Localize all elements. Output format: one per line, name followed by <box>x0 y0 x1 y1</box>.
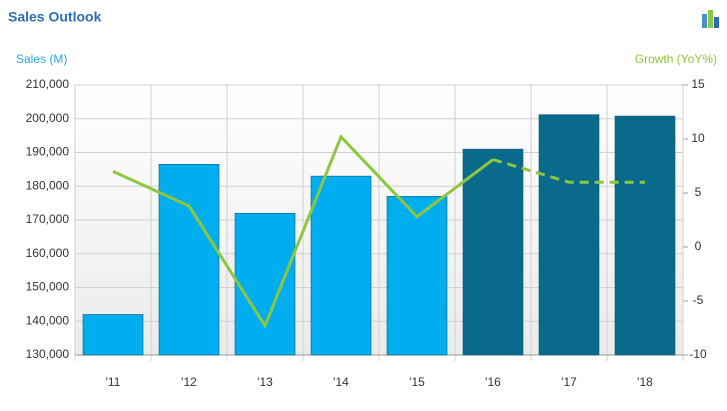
x-tick-label: '17 <box>561 375 577 389</box>
bar <box>310 175 372 356</box>
bar <box>538 114 600 356</box>
y-tick-label: 210,000 <box>26 77 70 91</box>
x-tick-label: '12 <box>181 375 197 389</box>
y-tick-label: 200,000 <box>26 111 70 125</box>
x-tick-label: '16 <box>485 375 501 389</box>
y2-tick-label: 0 <box>695 239 702 253</box>
y-tick-label: 140,000 <box>26 313 70 327</box>
bar <box>82 314 144 356</box>
bar <box>158 164 220 356</box>
x-tick-label: '15 <box>409 375 425 389</box>
y2-tick-label: 15 <box>691 77 705 91</box>
y2-axis-title: Growth (YoY%) <box>635 52 717 66</box>
x-tick-label: '18 <box>637 375 653 389</box>
bar <box>234 212 296 356</box>
y2-tick-label: 5 <box>695 185 702 199</box>
y2-tick-label: -5 <box>693 293 704 307</box>
x-tick-label: '14 <box>333 375 349 389</box>
chart-title: Sales Outlook <box>8 9 102 25</box>
y2-tick-label: -10 <box>689 347 707 361</box>
bar <box>462 148 524 356</box>
y-tick-label: 180,000 <box>26 178 70 192</box>
y-tick-label: 170,000 <box>26 212 70 226</box>
y-axis-title: Sales (M) <box>16 52 67 66</box>
bar <box>386 196 448 356</box>
y-tick-label: 190,000 <box>26 145 70 159</box>
growth-line-forecast <box>492 158 645 184</box>
y-tick-label: 130,000 <box>26 347 70 361</box>
y-tick-label: 160,000 <box>26 246 70 260</box>
x-tick-label: '13 <box>257 375 273 389</box>
chart-icon[interactable] <box>702 10 719 28</box>
y-tick-label: 150,000 <box>26 280 70 294</box>
bar <box>614 115 676 356</box>
y2-tick-label: 10 <box>691 131 705 145</box>
x-tick-label: '11 <box>106 375 121 389</box>
growth-line <box>112 134 494 330</box>
